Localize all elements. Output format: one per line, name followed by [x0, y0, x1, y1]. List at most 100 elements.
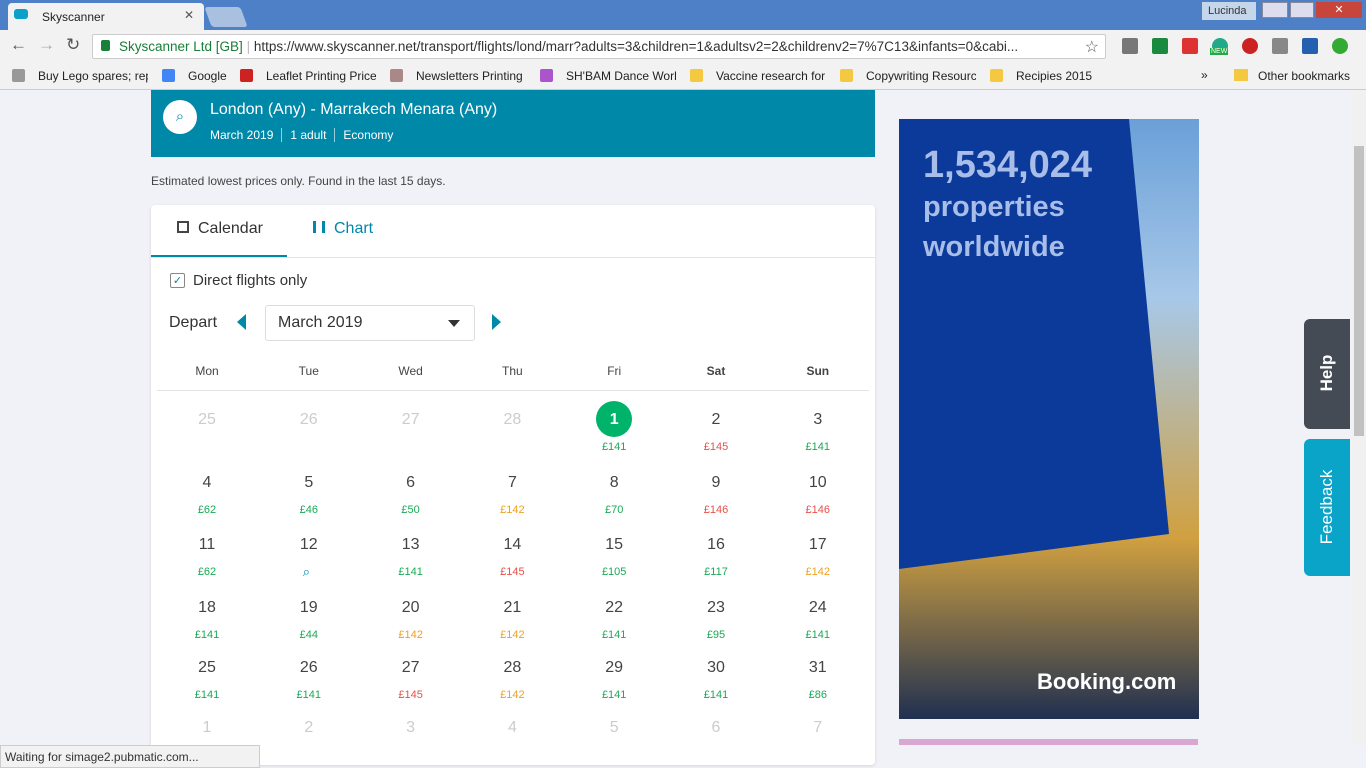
day[interactable]: 25 — [198, 659, 216, 676]
price[interactable]: £142 — [500, 504, 525, 516]
new-badge: NEW — [1210, 48, 1229, 55]
day[interactable]: 21 — [503, 599, 522, 616]
day[interactable]: 29 — [605, 659, 624, 676]
direct-checkbox[interactable]: ✓ — [170, 273, 185, 288]
price[interactable]: £142 — [805, 566, 831, 578]
price[interactable]: £142 — [500, 629, 525, 641]
price[interactable]: £141 — [601, 689, 627, 701]
price[interactable]: £50 — [401, 504, 420, 516]
day[interactable]: 6 — [406, 474, 416, 491]
price[interactable]: £145 — [398, 689, 423, 701]
price[interactable]: £142 — [398, 629, 423, 641]
price[interactable]: £117 — [704, 566, 728, 578]
day[interactable]: 13 — [401, 536, 420, 553]
price[interactable]: £70 — [605, 504, 624, 516]
search-icon[interactable]: ⌕ — [163, 100, 197, 134]
price[interactable]: £142 — [500, 689, 525, 701]
price[interactable]: £141 — [398, 566, 423, 578]
bookmark[interactable]: Buy Lego spares; rep — [38, 69, 148, 83]
day[interactable]: 28 — [503, 659, 522, 676]
bookmark[interactable]: Google — [188, 69, 227, 83]
price[interactable]: £62 — [197, 504, 217, 516]
price[interactable]: £141 — [296, 689, 322, 701]
price[interactable]: £145 — [703, 441, 729, 453]
price[interactable]: £46 — [299, 504, 318, 516]
price[interactable]: £141 — [601, 441, 627, 453]
day[interactable]: 31 — [808, 659, 827, 676]
price[interactable]: £105 — [601, 566, 627, 578]
other-bookmarks[interactable]: Other bookmarks — [1258, 69, 1351, 83]
day[interactable]: 11 — [198, 536, 216, 553]
price[interactable]: £145 — [500, 566, 525, 578]
tab-close[interactable]: ✕ — [183, 8, 194, 22]
day[interactable]: 27 — [401, 659, 420, 676]
feedback-tab[interactable]: Feedback — [1304, 439, 1350, 576]
search-price[interactable]: ⌕ — [302, 564, 311, 579]
day[interactable]: 23 — [707, 599, 725, 616]
bookmark[interactable]: Vaccine research for — [716, 69, 826, 83]
advert[interactable]: 1,534,024 properties worldwide Booking.co… — [899, 119, 1199, 719]
back[interactable]: ← — [10, 35, 27, 54]
reload[interactable]: ↻ — [66, 35, 81, 54]
bookmark-star[interactable]: ☆ — [1084, 39, 1099, 56]
scroll-thumb[interactable] — [1354, 146, 1364, 436]
day[interactable]: 19 — [299, 599, 318, 616]
day[interactable]: 30 — [707, 659, 725, 676]
minimize[interactable] — [1262, 2, 1288, 18]
bookmark[interactable]: SH'BAM Dance Work — [566, 69, 676, 83]
help-tab[interactable]: Help — [1304, 319, 1350, 429]
price[interactable]: £141 — [703, 689, 729, 701]
day[interactable]: 7 — [507, 474, 517, 491]
bookmark[interactable]: Recipies 2015 — [1016, 69, 1093, 83]
day[interactable]: 3 — [813, 411, 823, 428]
day[interactable]: 4 — [202, 474, 212, 491]
new-tab[interactable] — [204, 7, 248, 27]
day[interactable]: 1 — [609, 411, 619, 428]
day[interactable]: 20 — [401, 599, 420, 616]
prev-month[interactable] — [237, 314, 246, 330]
price[interactable]: £141 — [805, 629, 831, 641]
bookmark[interactable]: Leaflet Printing Price — [266, 69, 376, 83]
close-window[interactable]: ✕ — [1316, 2, 1362, 18]
calendar-tab[interactable]: Calendar — [151, 205, 287, 258]
day[interactable]: 17 — [808, 536, 827, 553]
maximize[interactable] — [1290, 2, 1314, 18]
price[interactable]: £146 — [805, 504, 831, 516]
day[interactable]: 9 — [711, 474, 721, 491]
day[interactable]: 12 — [299, 536, 318, 553]
price[interactable]: £141 — [194, 629, 220, 641]
profile[interactable]: Lucinda — [1202, 2, 1256, 20]
next-month[interactable] — [492, 314, 501, 330]
browser-tab[interactable]: Skyscanner ✕ — [8, 3, 204, 30]
day[interactable]: 16 — [707, 536, 725, 553]
day[interactable]: 24 — [808, 599, 827, 616]
more-bookmarks[interactable]: » — [1201, 68, 1208, 82]
price[interactable]: £141 — [601, 629, 627, 641]
bookmark[interactable]: Newsletters Printing — [416, 69, 523, 83]
day[interactable]: 8 — [609, 474, 619, 491]
day[interactable]: 5 — [304, 474, 314, 491]
address-bar[interactable]: Skyscanner Ltd [GB] | https://www.skysca… — [92, 34, 1106, 59]
day[interactable]: 26 — [299, 659, 318, 676]
price[interactable]: £62 — [197, 566, 217, 578]
price[interactable]: £44 — [299, 629, 318, 641]
price[interactable]: £95 — [706, 629, 726, 641]
day[interactable]: 15 — [605, 536, 624, 553]
bookmark[interactable]: Copywriting Resourc — [866, 69, 976, 83]
day[interactable]: 2 — [711, 411, 721, 428]
day[interactable]: 10 — [808, 474, 827, 491]
day[interactable]: 18 — [198, 599, 216, 616]
day[interactable]: 14 — [503, 536, 522, 553]
search-summary[interactable]: ⌕ London (Any) - Marrakech Menara (Any) … — [151, 90, 875, 157]
day: 27 — [401, 411, 420, 428]
chart-tab[interactable]: Chart — [287, 205, 423, 258]
forward[interactable]: → — [38, 35, 55, 54]
day[interactable]: 22 — [605, 599, 624, 616]
price[interactable]: £86 — [808, 689, 827, 701]
price[interactable]: £146 — [703, 504, 729, 516]
scrollbar[interactable] — [1352, 90, 1366, 745]
price[interactable]: £141 — [805, 441, 831, 453]
status-bar: Waiting for simage2.pubmatic.com... — [0, 745, 260, 768]
month-select[interactable]: March 2019 — [265, 305, 475, 341]
price[interactable]: £141 — [194, 689, 220, 701]
